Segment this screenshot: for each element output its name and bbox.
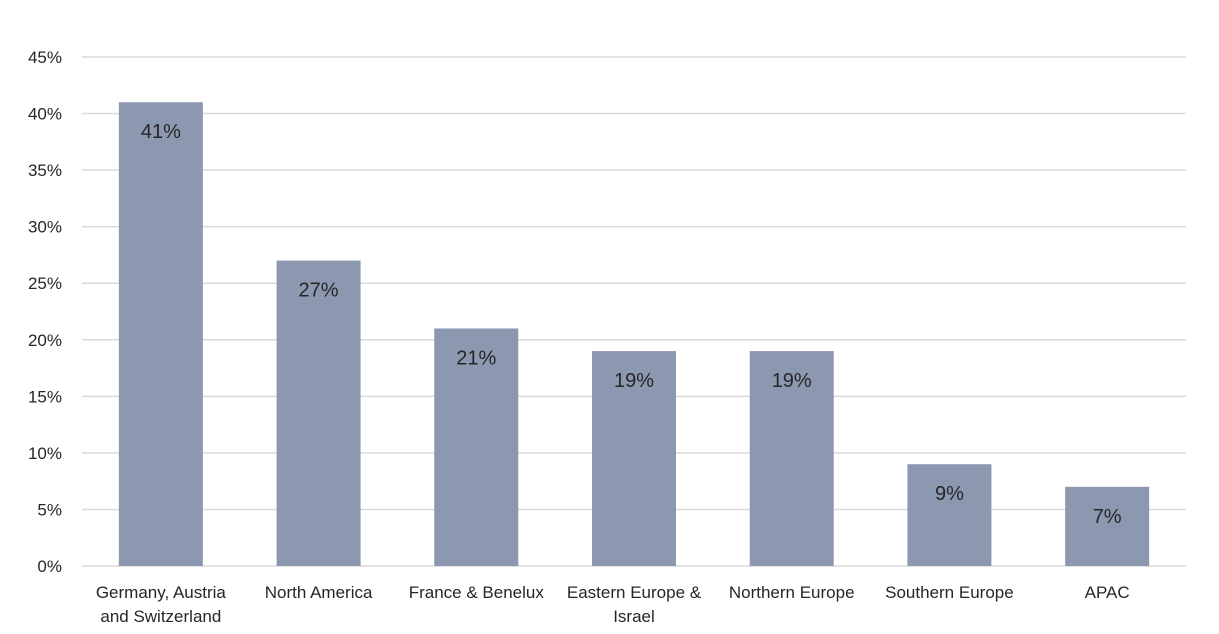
- category-label: APAC: [1085, 583, 1130, 602]
- bar: [1065, 486, 1150, 566]
- y-tick-label: 15%: [28, 387, 62, 406]
- bar: [749, 351, 834, 566]
- data-label: 7%: [1093, 506, 1122, 528]
- data-label: 9%: [935, 483, 964, 505]
- bar: [276, 260, 361, 566]
- bar: [592, 351, 676, 566]
- y-tick-label: 20%: [28, 331, 62, 350]
- y-tick-label: 30%: [28, 218, 62, 237]
- category-label: Eastern Europe &: [567, 583, 702, 602]
- category-label: France & Benelux: [409, 583, 545, 602]
- y-tick-label: 10%: [28, 444, 62, 463]
- bar: [434, 328, 519, 566]
- bar: [907, 464, 992, 566]
- bars: [118, 102, 1150, 566]
- category-label: Southern Europe: [885, 583, 1014, 602]
- y-tick-label: 35%: [28, 161, 62, 180]
- data-label: 27%: [299, 280, 339, 302]
- data-label: 41%: [141, 121, 181, 143]
- data-label: 19%: [772, 370, 812, 392]
- y-tick-label: 25%: [28, 274, 62, 293]
- y-tick-label: 45%: [28, 48, 62, 67]
- data-label: 21%: [456, 347, 496, 369]
- y-tick-label: 40%: [28, 105, 62, 124]
- category-labels: Germany, Austria and Switzerland North Ame…: [96, 583, 1130, 626]
- data-label: 19%: [614, 370, 654, 392]
- gridlines: [82, 56, 1186, 567]
- bar: [118, 102, 203, 566]
- category-label: North America: [265, 583, 373, 602]
- category-label: Germany, Austria: [96, 583, 227, 602]
- category-label: Israel: [613, 607, 655, 626]
- y-tick-label: 0%: [37, 557, 62, 576]
- data-labels: 41% 27% 21% 19% 19% 9% 7%: [141, 121, 1122, 528]
- category-label: and Switzerland: [100, 607, 221, 626]
- y-tick-label: 5%: [37, 500, 62, 519]
- y-axis-ticks: 0% 5% 10% 15% 20% 25% 30% 35% 40% 45%: [28, 48, 62, 576]
- category-label: Northern Europe: [729, 583, 855, 602]
